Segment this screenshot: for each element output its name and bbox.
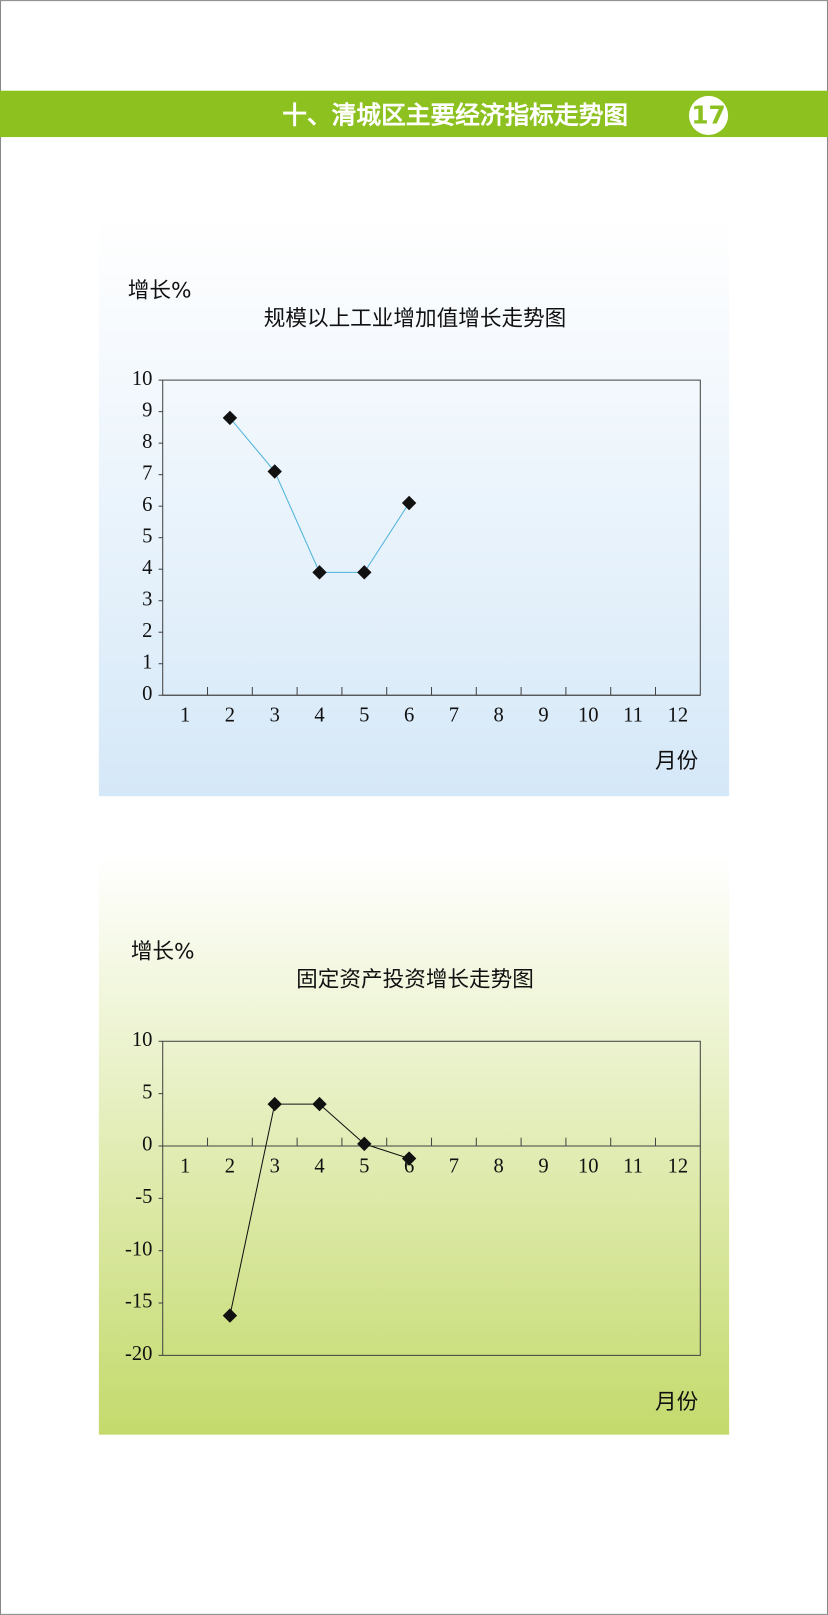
x-tick-label: 11: [623, 1155, 643, 1177]
chart-panel: [98, 854, 730, 1435]
data-marker: [267, 1096, 282, 1112]
y-tick-label: 10: [132, 1029, 153, 1051]
y-tick-label: 3: [142, 588, 152, 610]
x-tick-label: 9: [538, 1155, 548, 1177]
y-tick-label: 10: [132, 368, 153, 390]
x-tick-label: 6: [404, 1155, 414, 1177]
y-tick-label: 9: [142, 399, 152, 421]
y-tick-label: 8: [142, 431, 152, 453]
y-tick-label: -20: [125, 1343, 152, 1365]
x-tick-label: 12: [668, 705, 689, 727]
chart-panel: [98, 216, 730, 797]
x-tick-label: 11: [623, 705, 643, 727]
data-marker: [312, 565, 327, 580]
y-tick-label: 5: [142, 525, 152, 547]
x-tick-label: 10: [578, 705, 599, 727]
x-tick-label: 2: [225, 1155, 235, 1177]
y-tick-label: 1: [142, 651, 152, 673]
x-axis-label: 月份: [655, 1390, 698, 1415]
y-axis-label: 增长%: [128, 279, 192, 304]
y-tick-label: 4: [142, 557, 152, 579]
x-tick-label: 3: [270, 705, 280, 727]
x-tick-label: 8: [494, 705, 504, 727]
y-tick-label: 0: [142, 683, 152, 705]
data-marker: [267, 464, 282, 479]
x-tick-label: 1: [180, 705, 190, 727]
data-marker: [222, 410, 238, 426]
data-marker: [312, 1096, 327, 1112]
x-tick-label: 7: [449, 705, 459, 727]
x-tick-label: 10: [578, 1155, 599, 1177]
y-tick-label: -15: [125, 1291, 152, 1313]
page-number: 17: [691, 100, 725, 129]
x-tick-label: 3: [270, 1155, 280, 1177]
x-tick-label: 2: [225, 705, 235, 727]
chart-title: 规模以上工业增加值增长走势图: [264, 306, 567, 331]
x-tick-label: 5: [359, 1155, 369, 1177]
x-axis-label: 月份: [655, 749, 698, 774]
page-badge: [688, 95, 729, 136]
x-tick-label: 4: [314, 705, 324, 727]
x-tick-label: 9: [538, 705, 548, 727]
x-tick-label: 5: [359, 705, 369, 727]
y-tick-label: 0: [142, 1134, 152, 1156]
x-tick-label: 12: [668, 1155, 689, 1177]
y-tick-label: 6: [142, 494, 152, 516]
x-tick-label: 7: [449, 1155, 459, 1177]
y-tick-label: -5: [135, 1186, 152, 1208]
y-axis-label: 增长%: [131, 940, 195, 965]
y-tick-label: 5: [142, 1081, 152, 1103]
y-tick-label: 2: [142, 620, 152, 642]
y-tick-label: 7: [142, 462, 152, 484]
x-tick-label: 1: [180, 1155, 190, 1177]
y-tick-label: -10: [125, 1238, 152, 1260]
x-tick-label: 6: [404, 705, 414, 727]
header-title: 十、清城区主要经济指标走势图: [282, 100, 628, 129]
x-tick-label: 4: [314, 1155, 324, 1177]
data-marker: [222, 1308, 238, 1323]
x-tick-label: 8: [494, 1155, 504, 1177]
chart-title: 固定资产投资增长走势图: [296, 968, 534, 993]
